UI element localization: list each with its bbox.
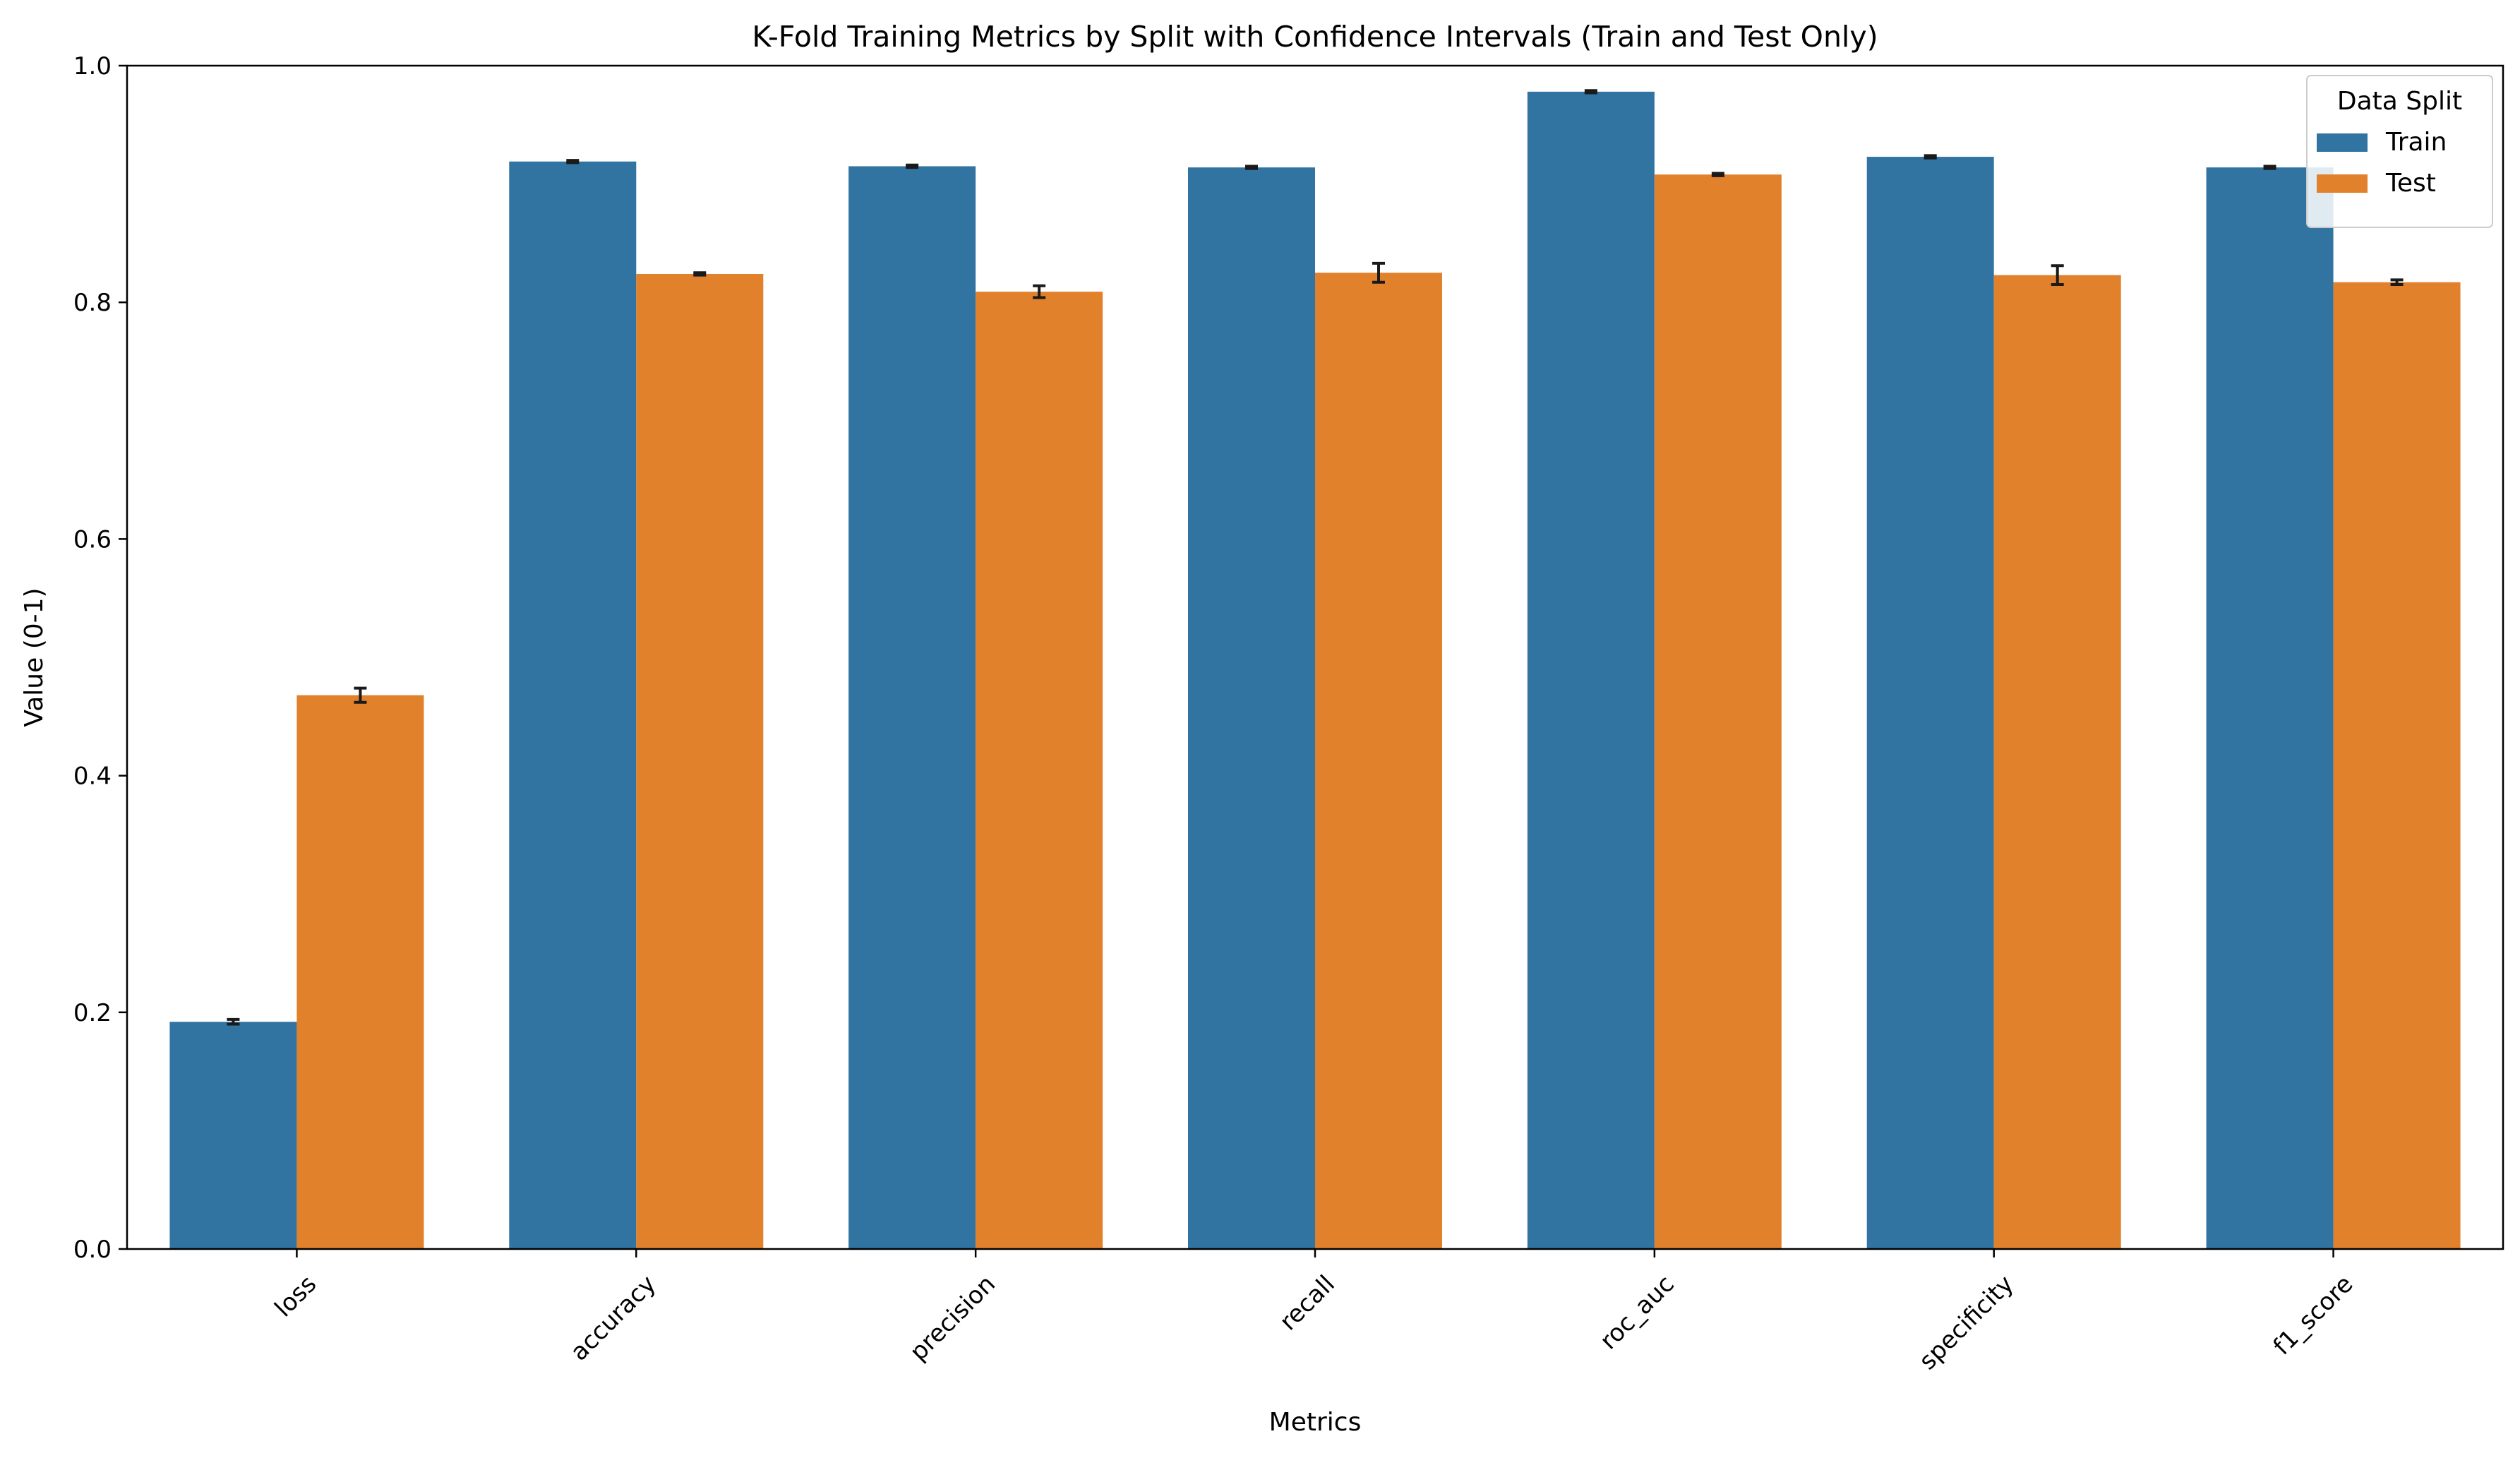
y-axis-label: Value (0-1) bbox=[20, 587, 49, 727]
bar-test-roc_auc bbox=[1654, 174, 1782, 1249]
y-tick-label: 0.2 bbox=[73, 999, 112, 1027]
bar-train-roc_auc bbox=[1527, 91, 1655, 1250]
y-tick-label: 0.6 bbox=[73, 525, 112, 554]
y-axis: 0.0 0.2 0.4 0.6 0.8 1.0 bbox=[73, 52, 127, 1264]
bar-train-specificity bbox=[1866, 157, 1994, 1249]
legend-swatch-test bbox=[2317, 174, 2368, 193]
chart-title: K-Fold Training Metrics by Split with Co… bbox=[752, 20, 1878, 54]
legend: Data Split Train Test bbox=[2306, 75, 2493, 228]
bar-test-specificity bbox=[1993, 275, 2121, 1250]
legend-label-train: Train bbox=[2385, 128, 2447, 157]
bar-test-loss bbox=[296, 695, 424, 1249]
bar-train-f1_score bbox=[2206, 167, 2334, 1250]
bars-group bbox=[169, 91, 2461, 1250]
y-tick-label: 0.4 bbox=[73, 763, 112, 791]
bar-train-precision bbox=[848, 166, 976, 1250]
errorbars-group bbox=[227, 89, 2404, 1026]
legend-swatch-train bbox=[2317, 133, 2368, 152]
bar-train-loss bbox=[169, 1022, 297, 1249]
bar-test-f1_score bbox=[2333, 282, 2461, 1249]
x-axis-label: Metrics bbox=[1269, 1408, 1362, 1437]
bar-test-recall bbox=[1315, 273, 1442, 1249]
y-tick-label: 0.0 bbox=[73, 1236, 112, 1264]
y-tick-label: 1.0 bbox=[73, 52, 112, 80]
bar-test-accuracy bbox=[636, 273, 764, 1249]
legend-title: Data Split bbox=[2337, 87, 2462, 116]
bar-train-recall bbox=[1188, 167, 1315, 1250]
bar-test-precision bbox=[976, 292, 1103, 1250]
y-tick-label: 0.8 bbox=[73, 289, 112, 317]
bar-train-accuracy bbox=[509, 161, 637, 1250]
legend-label-test: Test bbox=[2385, 169, 2436, 198]
plot-frame bbox=[126, 64, 2504, 1250]
